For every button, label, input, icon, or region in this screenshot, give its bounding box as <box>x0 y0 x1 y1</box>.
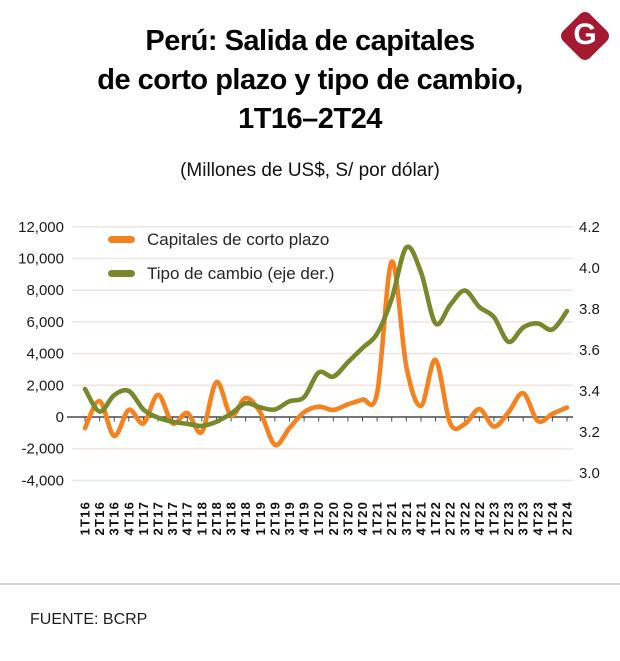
x-axis-label: 2T23 <box>501 501 516 535</box>
x-axis-label: 2T19 <box>267 501 282 535</box>
chart-title: Perú: Salida de capitales de corto plazo… <box>97 25 523 135</box>
x-axis-label: 1T22 <box>428 501 443 535</box>
series-line-capitales <box>82 259 570 448</box>
x-axis-label: 1T17 <box>136 501 151 535</box>
y-axis-label-left: 10,000 <box>18 251 64 268</box>
logo-letter: G <box>573 18 597 51</box>
x-axis-label: 3T21 <box>399 501 414 535</box>
y-axis-label-right: 4.0 <box>579 260 600 277</box>
y-axis-label-left: -4,000 <box>21 472 64 489</box>
x-axis-label: 4T21 <box>413 501 428 535</box>
y-axis-label-left: 0 <box>56 409 64 426</box>
legend-item-tipo-cambio: Tipo de cambio (eje der.) <box>108 263 334 284</box>
x-axis-label: 4T19 <box>297 501 312 535</box>
x-axis-label: 3T23 <box>516 501 531 535</box>
y-axis-label-left: 12,000 <box>18 219 64 236</box>
x-axis-label: 4T20 <box>355 501 370 535</box>
source-text: FUENTE: BCRP <box>30 611 148 628</box>
x-axis-label: 2T22 <box>443 501 458 535</box>
x-axis-label: 4T17 <box>180 501 195 535</box>
x-axis-label: 2T16 <box>92 501 107 535</box>
y-axis-label-right: 3.2 <box>579 424 600 441</box>
y-axis-label-left: 2,000 <box>26 377 64 394</box>
x-axis-label: 1T20 <box>311 501 326 535</box>
series-line-tipo-cambio <box>82 244 570 429</box>
y-axis-label-right: 3.0 <box>579 465 600 482</box>
gestion-logo: G <box>556 7 614 65</box>
y-axis-label-left: -2,000 <box>21 441 64 458</box>
x-axis-label: 3T20 <box>340 501 355 535</box>
y-axis-label-left: 4,000 <box>26 346 64 363</box>
y-axis-label-left: 8,000 <box>26 282 64 299</box>
y-axis-label-left: 6,000 <box>26 314 64 331</box>
x-axis-label: 1T16 <box>78 501 93 535</box>
x-axis-label: 3T16 <box>107 501 122 535</box>
orange-line-swatch-icon <box>108 236 135 243</box>
legend-item-capitales: Capitales de corto plazo <box>108 229 334 250</box>
y-axis-label-right: 3.8 <box>579 301 600 318</box>
x-axis-label: 4T23 <box>530 501 545 535</box>
legend-label: Tipo de cambio (eje der.) <box>147 263 335 283</box>
y-axis-label-right: 3.6 <box>579 342 600 359</box>
footer-divider <box>0 583 620 585</box>
chart-subtitle: (Millones de US$, S/ por dólar) <box>180 160 440 181</box>
x-axis-label: 4T18 <box>238 501 253 535</box>
x-axis-label: 1T19 <box>253 501 268 535</box>
x-axis-label: 3T22 <box>457 501 472 535</box>
x-axis-label: 2T24 <box>560 501 575 535</box>
x-axis-label: 3T19 <box>282 501 297 535</box>
y-axis-label-right: 4.2 <box>579 219 600 236</box>
x-axis-label: 2T18 <box>209 501 224 535</box>
x-axis-label: 4T22 <box>472 501 487 535</box>
x-axis-label: 2T20 <box>326 501 341 535</box>
x-axis-label: 1T18 <box>194 501 209 535</box>
x-axis-label: 2T17 <box>151 501 166 535</box>
legend: Capitales de corto plazo Tipo de cambio … <box>108 229 334 297</box>
x-axis-label: 1T21 <box>370 501 385 535</box>
y-axis-label-right: 3.4 <box>579 383 600 400</box>
x-axis-label: 1T24 <box>545 501 560 535</box>
x-axis-label: 3T18 <box>224 501 239 535</box>
x-axis-label: 3T17 <box>165 501 180 535</box>
green-line-swatch-icon <box>108 270 135 277</box>
x-axis-label: 1T23 <box>486 501 501 535</box>
x-axis-label: 2T21 <box>384 501 399 535</box>
x-axis-label: 4T16 <box>121 501 136 535</box>
legend-label: Capitales de corto plazo <box>147 229 330 249</box>
